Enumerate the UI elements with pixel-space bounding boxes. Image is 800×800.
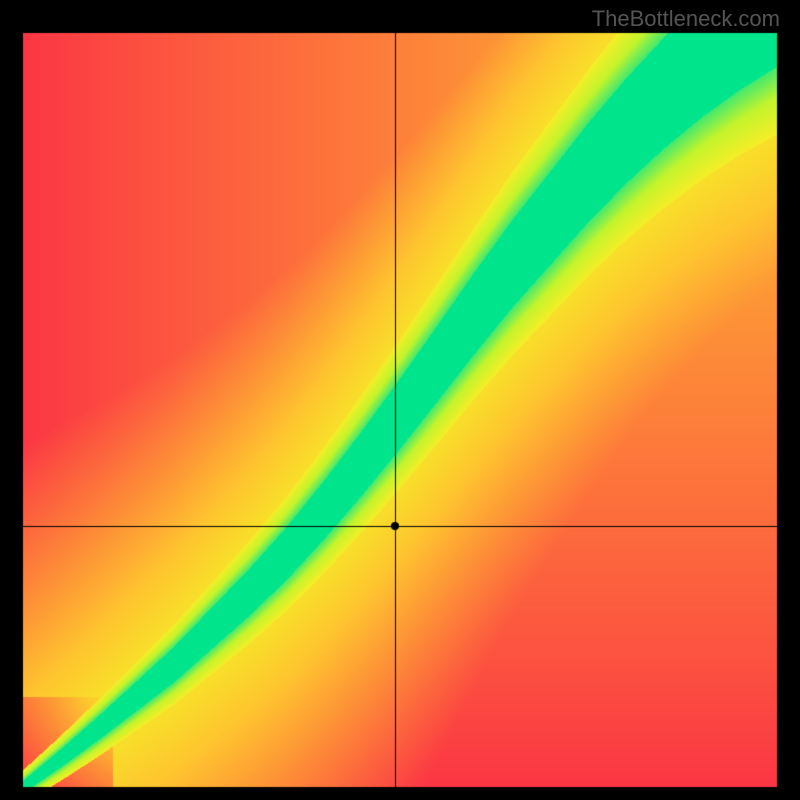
watermark-text: TheBottleneck.com: [592, 6, 780, 32]
chart-container: TheBottleneck.com: [0, 0, 800, 800]
bottleneck-heatmap: [22, 32, 778, 788]
